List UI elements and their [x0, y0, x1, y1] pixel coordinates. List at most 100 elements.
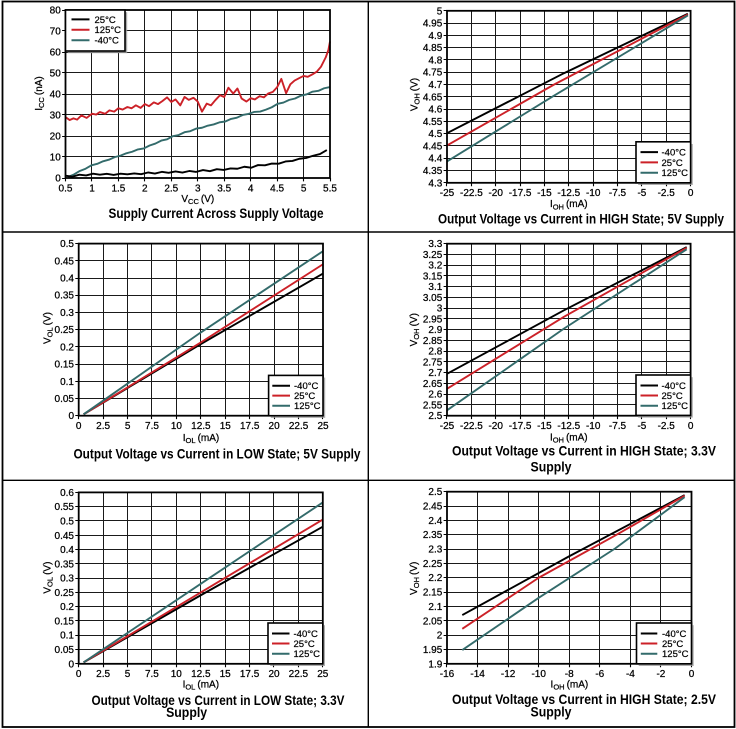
svg-text:Output Voltage vs Current in H: Output Voltage vs Current in HIGH State;…	[438, 211, 724, 226]
svg-text:2.95: 2.95	[423, 314, 443, 325]
svg-text:Supply: Supply	[531, 460, 572, 475]
svg-text:2.4: 2.4	[428, 516, 442, 527]
svg-text:5: 5	[125, 421, 131, 432]
svg-text:IOH (mA): IOH (mA)	[550, 432, 588, 444]
svg-text:VOL (V): VOL (V)	[43, 562, 55, 594]
svg-text:3.2: 3.2	[428, 261, 442, 272]
svg-text:5.5: 5.5	[323, 183, 337, 194]
svg-text:0.1: 0.1	[60, 631, 74, 642]
svg-text:-40°C: -40°C	[662, 381, 687, 392]
svg-text:2.5: 2.5	[428, 487, 442, 498]
svg-text:60: 60	[50, 48, 62, 59]
svg-text:VOH (V): VOH (V)	[409, 313, 421, 346]
svg-text:Output Voltage vs Current in H: Output Voltage vs Current in HIGH State;…	[452, 444, 716, 459]
svg-text:-5: -5	[637, 421, 646, 432]
svg-text:4.9: 4.9	[428, 31, 442, 42]
svg-text:22.5: 22.5	[289, 669, 309, 680]
svg-text:25°C: 25°C	[95, 15, 116, 26]
svg-text:7.5: 7.5	[145, 421, 159, 432]
svg-text:0.1: 0.1	[60, 377, 74, 388]
svg-text:-40°C: -40°C	[294, 381, 319, 392]
svg-text:3.25: 3.25	[423, 250, 443, 261]
svg-text:VOH (V): VOH (V)	[410, 78, 422, 111]
svg-text:-6: -6	[595, 669, 604, 680]
svg-text:Supply: Supply	[531, 705, 572, 720]
svg-text:70: 70	[50, 27, 62, 38]
svg-text:2.5: 2.5	[96, 421, 110, 432]
svg-text:125°C: 125°C	[662, 168, 689, 179]
svg-text:25°C: 25°C	[662, 158, 683, 169]
svg-text:15: 15	[220, 669, 232, 680]
svg-text:0.5: 0.5	[60, 517, 74, 528]
svg-text:-2: -2	[656, 669, 665, 680]
svg-text:5: 5	[125, 669, 131, 680]
svg-text:Output Voltage vs Current in L: Output Voltage vs Current in LOW State; …	[92, 693, 345, 708]
svg-text:2.7: 2.7	[428, 368, 442, 379]
svg-text:0.2: 0.2	[60, 602, 74, 613]
svg-text:20: 20	[269, 421, 281, 432]
svg-text:0: 0	[688, 188, 694, 199]
svg-text:-12: -12	[501, 669, 516, 680]
svg-text:-10: -10	[586, 188, 601, 199]
svg-text:4.7: 4.7	[428, 80, 442, 91]
svg-text:-2.5: -2.5	[658, 188, 676, 199]
svg-text:3: 3	[437, 304, 443, 315]
svg-text:0: 0	[68, 659, 74, 670]
svg-text:2.5: 2.5	[164, 183, 178, 194]
svg-text:3.1: 3.1	[428, 282, 442, 293]
svg-text:125°C: 125°C	[662, 401, 689, 412]
svg-text:30: 30	[50, 111, 62, 122]
svg-text:17.5: 17.5	[240, 669, 260, 680]
svg-text:Supply Current Across Supply V: Supply Current Across Supply Voltage	[109, 206, 324, 221]
svg-text:4: 4	[248, 183, 254, 194]
svg-text:0.25: 0.25	[55, 588, 75, 599]
svg-text:2.65: 2.65	[423, 379, 443, 390]
svg-text:2.85: 2.85	[423, 336, 443, 347]
svg-text:2.15: 2.15	[423, 588, 443, 599]
svg-text:0.5: 0.5	[59, 183, 73, 194]
svg-text:-40°C: -40°C	[95, 36, 120, 47]
svg-text:-4: -4	[626, 669, 635, 680]
svg-text:2.75: 2.75	[423, 357, 443, 368]
svg-text:-5: -5	[637, 188, 646, 199]
svg-text:-12.5: -12.5	[557, 188, 580, 199]
svg-text:-7.5: -7.5	[609, 421, 627, 432]
svg-text:5: 5	[301, 183, 307, 194]
svg-text:1.95: 1.95	[423, 645, 443, 656]
svg-text:20: 20	[268, 669, 280, 680]
svg-text:2: 2	[142, 183, 148, 194]
svg-text:2: 2	[437, 631, 443, 642]
svg-text:2.8: 2.8	[428, 347, 442, 358]
svg-text:0.5: 0.5	[60, 239, 74, 250]
svg-text:0.35: 0.35	[55, 291, 75, 302]
svg-text:0.05: 0.05	[55, 645, 75, 656]
svg-text:-14: -14	[470, 669, 485, 680]
svg-text:-8: -8	[565, 669, 574, 680]
svg-text:22.5: 22.5	[289, 421, 309, 432]
svg-text:4.4: 4.4	[428, 154, 442, 165]
svg-text:4.65: 4.65	[423, 92, 443, 103]
svg-text:-20: -20	[488, 421, 503, 432]
svg-text:7.5: 7.5	[145, 669, 159, 680]
svg-text:0: 0	[688, 421, 694, 432]
svg-text:0.3: 0.3	[60, 308, 74, 319]
svg-text:-20: -20	[488, 188, 503, 199]
svg-text:40: 40	[50, 90, 62, 101]
svg-text:2.1: 2.1	[428, 602, 442, 613]
svg-text:0: 0	[68, 411, 74, 422]
svg-text:10: 10	[50, 153, 62, 164]
svg-text:2.55: 2.55	[423, 401, 443, 412]
svg-text:VOH (V): VOH (V)	[409, 562, 421, 595]
svg-text:80: 80	[50, 6, 62, 17]
svg-text:-22.5: -22.5	[460, 188, 483, 199]
svg-text:4.5: 4.5	[428, 129, 442, 140]
svg-text:4.6: 4.6	[428, 105, 442, 116]
svg-text:4.95: 4.95	[423, 19, 443, 30]
svg-text:3.15: 3.15	[423, 271, 443, 282]
svg-text:125°C: 125°C	[662, 649, 689, 660]
svg-text:3.05: 3.05	[423, 293, 443, 304]
svg-text:2.5: 2.5	[428, 411, 442, 422]
svg-text:1.5: 1.5	[111, 183, 125, 194]
svg-text:IOH (mA): IOH (mA)	[551, 680, 589, 692]
svg-text:-2.5: -2.5	[658, 421, 676, 432]
